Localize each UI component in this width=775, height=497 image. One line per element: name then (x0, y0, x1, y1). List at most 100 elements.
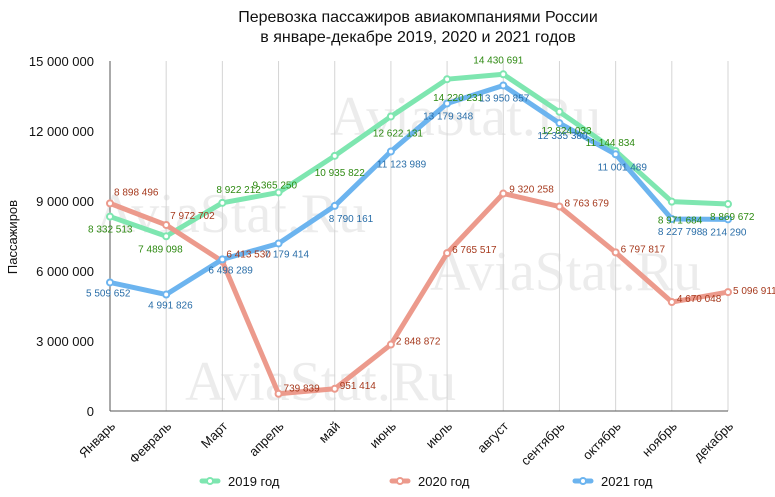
x-tick-label-8: сентябрь (518, 418, 568, 468)
data-label-s2-4: 8 790 161 (329, 214, 374, 225)
y-tick-labels: 0 3 000 000 6 000 000 9 000 000 12 000 000 15… (29, 54, 94, 419)
point-s2-9 (611, 150, 620, 159)
point-s1-10 (667, 298, 676, 307)
point-s2-3 (274, 239, 283, 248)
point-s0-4 (330, 151, 339, 160)
point-s1-8 (555, 202, 564, 211)
point-s0-8 (555, 107, 564, 116)
data-label-s0-7: 14 430 691 (473, 55, 523, 66)
series-line-0 (107, 71, 731, 239)
series-line-1 (107, 191, 731, 397)
legend-marker-1 (396, 477, 404, 485)
x-tick-label-5: июнь (367, 418, 400, 451)
data-label-s2-8: 12 335 380 (537, 131, 587, 142)
data-label-s1-9: 6 797 817 (621, 244, 666, 255)
point-s1-6 (443, 249, 452, 258)
point-s1-11 (724, 288, 732, 297)
point-s0-0 (106, 212, 114, 221)
x-tick-label-11: декабрь (691, 418, 737, 464)
data-label-s1-0: 8 898 496 (114, 187, 159, 198)
data-label-s2-11: 8 214 290 (702, 227, 747, 238)
chart-title-line-2: в январе-декабре 2019, 2020 и 2021 годов (260, 29, 575, 46)
data-label-s1-4: 951 414 (340, 381, 377, 392)
point-s0-7 (499, 70, 508, 79)
data-label-s0-1: 7 489 098 (138, 244, 183, 255)
watermark-3: AviaStat.Ru (430, 241, 701, 303)
legend: 2019 год 2020 год 2021 год (199, 474, 653, 489)
x-tick-label-6: июль (423, 418, 456, 451)
x-tick-labels: Январь Февраль Март апрель май июнь июль август… (76, 418, 736, 468)
data-label-s2-10: 8 227 798 (658, 227, 703, 238)
data-label-s2-3: 7 179 414 (265, 249, 310, 260)
data-label-s0-8: 12 824 033 (541, 126, 591, 137)
x-tick-label-0: Январь (76, 418, 118, 460)
point-s1-4 (330, 384, 339, 393)
chart-title-line-1: Перевозка пассажиров авиакомпаниями Росс… (238, 9, 598, 26)
y-tick-label-4: 12 000 000 (29, 124, 94, 139)
x-tick-label-3: апрель (246, 418, 287, 459)
data-label-s0-4: 10 935 822 (315, 168, 365, 179)
legend-label-2: 2021 год (601, 474, 653, 489)
data-label-s0-9: 11 144 834 (586, 138, 636, 149)
data-label-s2-9: 11 001 489 (598, 162, 648, 173)
data-label-s0-6: 14 220 231 (433, 93, 483, 104)
data-label-s2-5: 11 123 989 (377, 159, 427, 170)
data-label-s1-11: 5 096 911 (733, 286, 775, 297)
point-s0-2 (218, 198, 227, 207)
data-label-s2-6: 13 179 348 (423, 111, 473, 122)
point-s0-5 (386, 112, 395, 121)
point-s0-10 (667, 197, 676, 206)
y-tick-label-1: 3 000 000 (36, 334, 94, 349)
point-s0-6 (443, 75, 452, 84)
data-label-s1-7: 9 320 258 (509, 185, 554, 196)
point-s0-1 (162, 232, 171, 241)
point-s2-4 (330, 201, 339, 210)
x-tick-label-9: октябрь (580, 418, 624, 462)
point-s2-7 (499, 81, 508, 90)
y-tick-label-0: 0 (87, 404, 94, 419)
y-axis-label: Пассажиров (5, 200, 20, 274)
watermark-4: AviaStat.Ru (185, 351, 456, 413)
data-label-s1-3: 739 839 (284, 384, 321, 395)
y-tick-label-2: 6 000 000 (36, 264, 94, 279)
legend-marker-0 (206, 477, 214, 485)
x-tick-label-2: Март (198, 418, 231, 451)
x-tick-label-7: август (474, 418, 511, 455)
data-label-s1-6: 6 765 517 (452, 245, 497, 256)
legend-label-0: 2019 год (228, 474, 280, 489)
data-label-s1-5: 2 848 872 (396, 337, 441, 348)
data-label-s0-11: 8 869 672 (710, 212, 755, 223)
point-s1-0 (106, 199, 114, 208)
series-line-2 (107, 82, 731, 298)
point-s2-1 (162, 290, 171, 299)
point-s1-9 (611, 248, 620, 257)
point-s2-10 (667, 215, 676, 224)
point-s1-3 (274, 389, 283, 398)
data-label-s0-10: 8 971 684 (658, 216, 703, 227)
data-label-s2-1: 4 991 826 (148, 301, 193, 312)
data-label-s0-5: 12 622 131 (373, 128, 423, 139)
data-label-s1-8: 8 763 679 (564, 199, 609, 210)
data-label-s0-2: 8 922 212 (216, 185, 261, 196)
data-label-s2-7: 13 950 857 (479, 93, 529, 104)
series-layer (106, 70, 732, 398)
point-s2-5 (386, 147, 395, 156)
point-s2-2 (218, 255, 227, 264)
point-s2-11 (724, 215, 732, 224)
point-s2-0 (106, 278, 114, 287)
point-s2-8 (555, 119, 564, 128)
data-label-s1-10: 4 670 048 (677, 294, 722, 305)
point-s0-11 (724, 200, 732, 209)
x-tick-label-10: ноябрь (639, 418, 680, 459)
data-label-s2-2: 6 498 289 (208, 265, 253, 276)
axes (109, 61, 728, 412)
y-tick-label-3: 9 000 000 (36, 194, 94, 209)
point-s0-3 (274, 188, 283, 197)
data-label-s1-2: 6 413 530 (226, 249, 271, 260)
chart-title: Перевозка пассажиров авиакомпаниями Росс… (238, 9, 598, 46)
legend-marker-2 (579, 477, 587, 485)
legend-label-1: 2020 год (418, 474, 470, 489)
y-tick-label-5: 15 000 000 (29, 54, 94, 69)
x-tick-label-1: Февраль (126, 418, 174, 466)
